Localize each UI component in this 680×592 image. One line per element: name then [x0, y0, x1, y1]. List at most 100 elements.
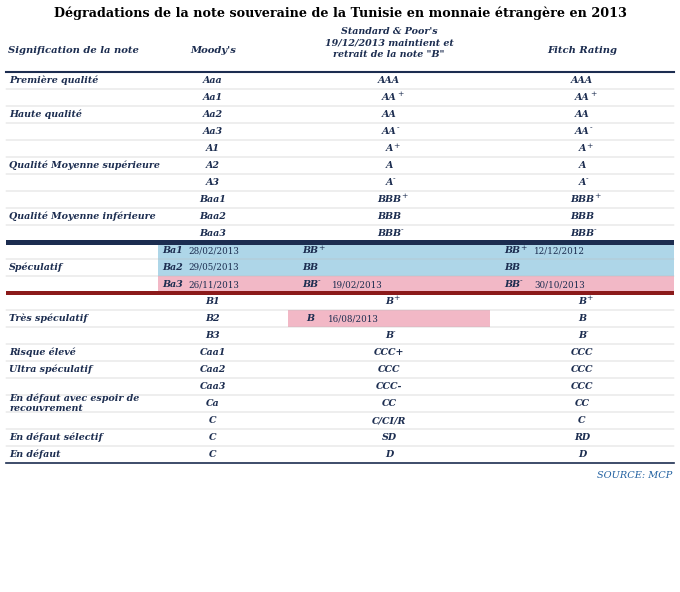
- Text: C: C: [209, 450, 217, 459]
- Text: En défaut sélectif: En défaut sélectif: [9, 433, 103, 442]
- Text: A: A: [578, 144, 585, 153]
- Text: BB: BB: [302, 263, 318, 272]
- Text: En défaut avec espoir de
recouvrement: En défaut avec espoir de recouvrement: [9, 394, 139, 413]
- Text: Dégradations de la note souveraine de la Tunisie en monnaie étrangère en 2013: Dégradations de la note souveraine de la…: [54, 6, 626, 20]
- Text: 12/12/2012: 12/12/2012: [534, 246, 585, 255]
- Text: -: -: [393, 175, 396, 184]
- Text: AA: AA: [575, 127, 590, 136]
- Text: BBB: BBB: [377, 212, 401, 221]
- Text: Baa3: Baa3: [199, 229, 226, 238]
- Text: BBB: BBB: [570, 195, 594, 204]
- Text: BBB: BBB: [377, 195, 401, 204]
- Text: -: -: [397, 124, 400, 133]
- Text: -: -: [393, 329, 396, 336]
- Text: 28/02/2013: 28/02/2013: [188, 246, 239, 255]
- Text: Caa3: Caa3: [200, 382, 226, 391]
- Text: BBB: BBB: [570, 212, 594, 221]
- Text: Qualité Moyenne supérieure: Qualité Moyenne supérieure: [9, 161, 160, 170]
- Text: Très spéculatif: Très spéculatif: [9, 314, 88, 323]
- Text: -: -: [401, 227, 404, 234]
- Text: +: +: [393, 294, 399, 303]
- Bar: [490, 242, 674, 259]
- Text: Moody's: Moody's: [190, 46, 236, 55]
- Bar: [288, 310, 490, 327]
- Bar: [6, 291, 674, 295]
- Text: CC: CC: [575, 399, 590, 408]
- Text: Signification de la note: Signification de la note: [8, 46, 139, 55]
- Text: RD: RD: [574, 433, 590, 442]
- Text: AA: AA: [575, 93, 590, 102]
- Text: AA: AA: [381, 110, 396, 119]
- Text: AAA: AAA: [571, 76, 593, 85]
- Text: +: +: [397, 91, 403, 98]
- Text: CC: CC: [381, 399, 396, 408]
- Text: B2: B2: [205, 314, 220, 323]
- Text: B1: B1: [205, 297, 220, 306]
- Bar: [288, 276, 490, 293]
- Text: Ultra spéculatif: Ultra spéculatif: [9, 365, 92, 374]
- Text: B: B: [578, 331, 586, 340]
- Text: 29/05/2013: 29/05/2013: [188, 263, 239, 272]
- Text: Aa1: Aa1: [203, 93, 223, 102]
- Text: A: A: [578, 161, 585, 170]
- Text: AA: AA: [575, 110, 590, 119]
- Text: Fitch Rating: Fitch Rating: [547, 46, 617, 55]
- Text: A: A: [578, 178, 585, 187]
- Bar: [288, 259, 490, 276]
- Text: +: +: [586, 141, 592, 150]
- Text: BB: BB: [504, 246, 520, 255]
- Bar: [6, 240, 674, 244]
- Text: D: D: [578, 450, 586, 459]
- Text: +: +: [590, 91, 596, 98]
- Bar: [288, 242, 490, 259]
- Text: 19/02/2013: 19/02/2013: [332, 280, 383, 289]
- Text: Aaa: Aaa: [203, 76, 223, 85]
- Text: C/CI/R: C/CI/R: [372, 416, 406, 425]
- Bar: [490, 259, 674, 276]
- Text: A: A: [386, 178, 392, 187]
- Text: -: -: [594, 227, 596, 234]
- Text: Qualité Moyenne inférieure: Qualité Moyenne inférieure: [9, 212, 156, 221]
- Text: 16/08/2013: 16/08/2013: [328, 314, 379, 323]
- Text: AAA: AAA: [378, 76, 400, 85]
- Text: Standard & Poor's
19/12/2013 maintient et
retrait de la note "B": Standard & Poor's 19/12/2013 maintient e…: [324, 27, 454, 59]
- Text: Ba3: Ba3: [162, 280, 183, 289]
- Text: CCC: CCC: [571, 365, 593, 374]
- Text: 26/11/2013: 26/11/2013: [188, 280, 239, 289]
- Text: Aa3: Aa3: [203, 127, 223, 136]
- Text: +: +: [586, 294, 592, 303]
- Text: BBB: BBB: [570, 229, 594, 238]
- Text: 30/10/2013: 30/10/2013: [534, 280, 585, 289]
- Text: B: B: [385, 297, 393, 306]
- Text: B: B: [578, 297, 586, 306]
- Text: BB: BB: [504, 263, 520, 272]
- Text: SD: SD: [381, 433, 396, 442]
- Text: Aa2: Aa2: [203, 110, 223, 119]
- Text: Baa2: Baa2: [199, 212, 226, 221]
- Text: CCC: CCC: [571, 382, 593, 391]
- Text: +: +: [393, 141, 399, 150]
- Text: A: A: [386, 161, 392, 170]
- Bar: [158, 276, 288, 293]
- Text: B3: B3: [205, 331, 220, 340]
- Text: -: -: [590, 124, 593, 133]
- Text: B: B: [385, 331, 393, 340]
- Text: BB: BB: [302, 246, 318, 255]
- Text: -: -: [586, 329, 589, 336]
- Text: Caa1: Caa1: [200, 348, 226, 357]
- Text: -: -: [586, 175, 589, 184]
- Text: AA: AA: [381, 127, 396, 136]
- Text: B: B: [578, 314, 586, 323]
- Text: BB: BB: [302, 280, 318, 289]
- Text: A1: A1: [206, 144, 220, 153]
- Text: Ba2: Ba2: [162, 263, 183, 272]
- Text: CCC: CCC: [571, 348, 593, 357]
- Text: +: +: [318, 243, 324, 252]
- Text: CCC-: CCC-: [376, 382, 403, 391]
- Text: Première qualité: Première qualité: [9, 76, 98, 85]
- Text: Risque élevé: Risque élevé: [9, 348, 75, 357]
- Text: +: +: [401, 192, 407, 201]
- Text: BBB: BBB: [377, 229, 401, 238]
- Text: Baa1: Baa1: [199, 195, 226, 204]
- Text: C: C: [209, 433, 217, 442]
